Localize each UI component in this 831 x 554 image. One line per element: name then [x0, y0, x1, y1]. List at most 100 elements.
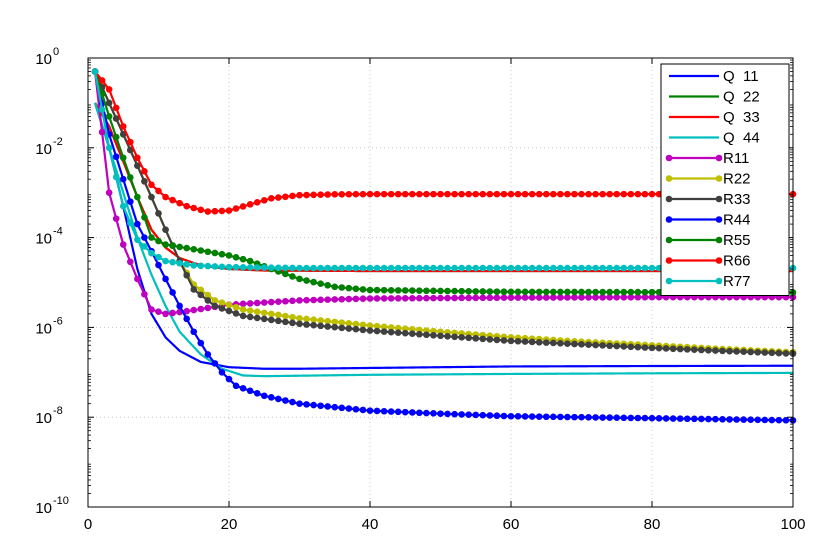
data-point	[169, 196, 176, 204]
data-point	[232, 263, 240, 271]
data-point	[289, 297, 296, 305]
data-point	[557, 340, 564, 347]
data-point	[401, 294, 409, 302]
data-point	[303, 264, 310, 272]
data-point	[141, 243, 148, 250]
data-point	[310, 401, 317, 409]
data-point	[394, 287, 402, 294]
data-point	[148, 234, 155, 241]
data-point	[141, 214, 148, 221]
data-point	[225, 375, 233, 383]
data-point	[627, 264, 635, 272]
data-point	[486, 190, 494, 198]
data-point	[260, 309, 268, 317]
data-point	[416, 264, 423, 272]
data-point	[437, 332, 444, 340]
data-point	[775, 349, 783, 357]
data-point	[373, 295, 381, 302]
data-point	[535, 288, 543, 296]
data-point	[542, 339, 550, 346]
data-point	[211, 297, 219, 304]
data-point	[599, 342, 606, 349]
data-point	[458, 334, 465, 341]
legend-entry: Q 33	[669, 109, 760, 126]
data-point	[719, 415, 726, 423]
data-point	[634, 343, 642, 351]
legend-label: R44	[723, 212, 751, 229]
data-point	[218, 250, 226, 258]
data-point	[514, 413, 522, 420]
data-point	[380, 286, 388, 294]
data-point	[761, 416, 769, 424]
data-point	[197, 247, 205, 254]
data-point	[119, 175, 127, 183]
data-point	[232, 254, 240, 261]
data-point	[134, 193, 141, 201]
x-tick-label: 80	[644, 516, 661, 533]
data-point	[183, 315, 190, 323]
data-point	[197, 291, 205, 299]
data-point	[387, 264, 395, 272]
data-point	[239, 300, 247, 308]
data-point	[98, 106, 106, 113]
data-point	[176, 199, 183, 207]
data-point	[521, 294, 529, 301]
data-point	[423, 409, 430, 417]
data-point	[331, 264, 339, 272]
data-point	[479, 190, 487, 198]
data-point	[296, 275, 303, 283]
data-point	[119, 202, 127, 210]
data-point	[613, 190, 621, 198]
data-point	[564, 264, 571, 272]
data-point	[733, 348, 740, 355]
data-point	[599, 288, 606, 296]
data-point	[578, 341, 585, 348]
data-point	[239, 203, 247, 210]
data-point	[183, 202, 190, 210]
data-point	[472, 264, 480, 272]
data-point	[310, 296, 317, 304]
data-point	[324, 317, 332, 325]
data-point	[141, 178, 148, 185]
data-point	[528, 294, 536, 301]
data-point	[683, 346, 691, 353]
data-point	[155, 261, 162, 269]
data-point	[387, 324, 395, 331]
data-point	[486, 288, 494, 295]
data-point	[268, 310, 275, 318]
data-point	[401, 329, 409, 337]
y-tick-exponent: 0	[53, 46, 59, 58]
legend-label: R11	[723, 150, 749, 167]
data-point	[352, 295, 360, 303]
data-point	[479, 294, 487, 302]
data-point	[528, 288, 536, 296]
data-point	[634, 293, 642, 301]
legend-entry: R77	[665, 273, 751, 290]
data-point	[627, 190, 635, 198]
data-point	[394, 190, 402, 198]
data-point	[176, 243, 183, 251]
data-point	[613, 294, 621, 301]
data-point	[613, 414, 621, 422]
data-point	[119, 154, 127, 162]
data-point	[197, 206, 205, 214]
data-point	[564, 340, 571, 347]
legend-marker	[665, 257, 673, 264]
data-point	[105, 144, 113, 152]
data-point	[500, 294, 508, 301]
data-point	[394, 329, 402, 336]
data-point	[155, 187, 162, 195]
data-point	[317, 296, 324, 304]
data-point	[430, 287, 437, 295]
data-point	[662, 345, 670, 352]
y-tick-base: 10	[35, 500, 52, 517]
data-point	[155, 210, 162, 217]
data-point	[514, 288, 522, 296]
legend-label: R33	[723, 191, 751, 208]
legend-marker	[665, 236, 673, 244]
data-point	[528, 338, 536, 346]
data-point	[366, 407, 374, 414]
data-point	[303, 401, 310, 408]
data-point	[338, 404, 346, 412]
data-point	[613, 342, 621, 350]
